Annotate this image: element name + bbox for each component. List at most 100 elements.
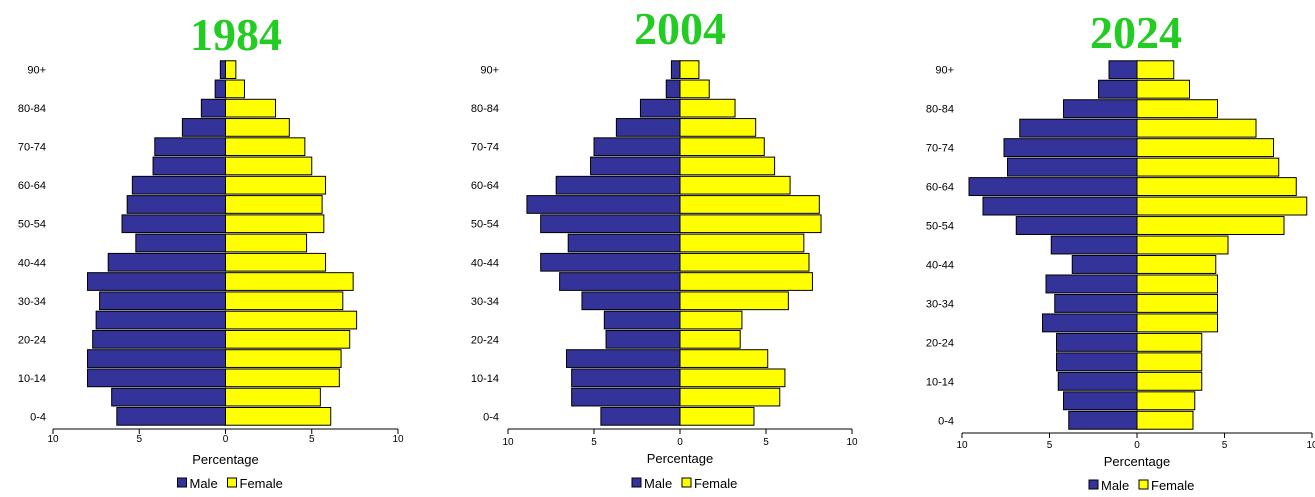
male-bar-85-89 — [214, 79, 226, 99]
female-bar-45-49 — [679, 233, 805, 253]
male-bar-40-44 — [107, 252, 226, 272]
male-bar-50-54 — [1015, 216, 1138, 235]
female-bar-10-14 — [679, 368, 786, 388]
x-tick-label: 5 — [591, 437, 597, 448]
female-bar-30-34 — [1136, 293, 1218, 313]
age-label-40-44: 40-44 — [471, 257, 499, 269]
age-label-80-84: 80-84 — [471, 103, 499, 115]
age-label-60-64: 60-64 — [471, 180, 499, 192]
legend-label-female: Female — [694, 476, 737, 491]
x-axis-label: Percentage — [192, 452, 259, 467]
female-bar-90+ — [1136, 60, 1175, 80]
legend-label-male: Male — [190, 476, 218, 491]
female-bar-80-84 — [225, 98, 277, 118]
male-bar-65-69 — [152, 156, 226, 176]
legend-swatch-male — [631, 477, 642, 488]
female-bar-80-84 — [1136, 99, 1218, 119]
male-bar-5-9 — [111, 387, 226, 407]
female-bar-60-64 — [1136, 177, 1297, 197]
female-bar-40-44 — [1136, 255, 1217, 274]
male-bar-10-14 — [87, 368, 226, 388]
age-label-30-34: 30-34 — [18, 296, 46, 308]
legend-swatch-male — [1088, 479, 1099, 490]
legend-swatch-female — [1138, 479, 1149, 490]
male-bar-55-59 — [526, 195, 681, 214]
female-bar-85-89 — [679, 79, 710, 99]
x-tick-label: 5 — [309, 434, 315, 445]
male-bar-45-49 — [135, 233, 226, 253]
female-bar-0-4 — [225, 407, 332, 426]
age-label-60-64: 60-64 — [926, 182, 954, 194]
female-bar-20-24 — [679, 329, 741, 349]
female-bar-20-24 — [225, 329, 351, 349]
male-bar-35-39 — [87, 272, 226, 291]
male-bar-45-49 — [567, 233, 681, 253]
male-bar-15-19 — [1056, 352, 1138, 372]
x-tick-label: 5 — [1222, 440, 1228, 451]
male-bar-75-79 — [181, 118, 226, 137]
age-label-10-14: 10-14 — [18, 373, 46, 385]
age-label-90+: 90+ — [27, 65, 46, 77]
age-label-10-14: 10-14 — [471, 373, 499, 385]
female-bar-45-49 — [225, 233, 308, 253]
pyramid-chart-2024: 2024 0-4 10-14 20-24 30-34 40-44 50-54 60-64 70-… — [926, 7, 1315, 493]
male-bar-80-84 — [639, 98, 681, 118]
female-bar-55-59 — [1136, 196, 1308, 216]
female-bar-65-69 — [225, 156, 313, 176]
pyramid-chart-1984: 1984 0-4 10-14 20-24 30-34 40-44 50-54 60-64 70-… — [18, 9, 404, 491]
female-bar-55-59 — [679, 195, 820, 214]
legend-label-female: Female — [1151, 478, 1194, 492]
male-bar-45-49 — [1050, 235, 1138, 255]
male-bar-40-44 — [1071, 255, 1138, 274]
female-bar-25-29 — [1136, 313, 1218, 333]
female-bar-5-9 — [225, 387, 321, 407]
female-bar-60-64 — [225, 175, 327, 195]
age-label-40-44: 40-44 — [926, 259, 954, 271]
male-bar-70-74 — [1003, 138, 1138, 158]
age-label-50-54: 50-54 — [926, 221, 954, 233]
male-bar-40-44 — [540, 252, 681, 272]
age-label-0-4: 0-4 — [30, 411, 46, 423]
male-bar-80-84 — [1063, 99, 1138, 119]
x-tick-label: 10 — [956, 440, 968, 451]
x-tick-label: 10 — [47, 434, 59, 445]
age-label-70-74: 70-74 — [18, 142, 46, 154]
age-label-70-74: 70-74 — [926, 143, 954, 155]
male-bar-0-4 — [1068, 410, 1138, 430]
female-bar-35-39 — [225, 272, 354, 291]
female-bar-65-69 — [679, 156, 776, 176]
age-label-40-44: 40-44 — [18, 257, 46, 269]
x-tick-label: 5 — [1047, 440, 1053, 451]
legend: Male Female — [631, 476, 737, 491]
female-bar-35-39 — [679, 272, 813, 291]
x-tick-label: 0 — [677, 437, 683, 448]
female-bar-40-44 — [225, 252, 327, 272]
female-bar-70-74 — [225, 137, 306, 157]
legend-swatch-male — [177, 477, 187, 488]
female-bar-50-54 — [679, 214, 822, 234]
pyramid-chart-2004: 2004 0-4 10-14 20-24 30-34 40-44 50-54 60-64 70-… — [471, 3, 858, 491]
chart-title: 1984 — [190, 9, 282, 60]
legend: Male Female — [177, 476, 283, 491]
male-bar-25-29 — [603, 310, 681, 330]
male-bar-20-24 — [92, 329, 226, 349]
female-bar-15-19 — [1136, 352, 1203, 372]
age-label-60-64: 60-64 — [18, 180, 46, 192]
female-bar-5-9 — [679, 387, 781, 407]
x-tick-label: 5 — [136, 434, 142, 445]
age-label-20-24: 20-24 — [18, 334, 46, 346]
legend-label-male: Male — [644, 476, 672, 491]
female-bar-75-79 — [225, 118, 290, 137]
female-bar-90+ — [225, 60, 237, 79]
age-label-30-34: 30-34 — [471, 296, 499, 308]
male-bar-70-74 — [593, 137, 681, 157]
female-bar-35-39 — [1136, 274, 1218, 294]
male-bar-85-89 — [665, 79, 681, 99]
male-bar-50-54 — [540, 214, 681, 234]
female-bar-40-44 — [679, 252, 810, 272]
female-bar-5-9 — [1136, 391, 1196, 411]
legend-label-male: Male — [1101, 478, 1129, 492]
legend-swatch-female — [227, 477, 237, 488]
x-tick-label: 10 — [1306, 440, 1315, 451]
